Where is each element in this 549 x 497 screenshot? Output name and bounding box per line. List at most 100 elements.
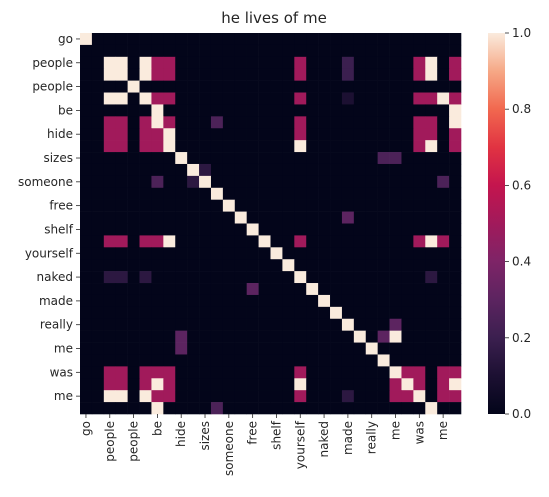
heatmap-cell — [449, 211, 462, 224]
heatmap-cell — [377, 175, 390, 189]
heatmap-cell — [91, 366, 105, 379]
heatmap-cell — [80, 271, 93, 284]
heatmap-cell — [306, 116, 319, 129]
heatmap-cell — [330, 175, 343, 189]
heatmap-cell — [437, 128, 450, 141]
heatmap-cell — [413, 342, 426, 355]
x-tick-label: free — [246, 421, 260, 445]
heatmap-cell — [163, 68, 176, 81]
heatmap-cell — [258, 354, 271, 367]
heatmap-cell — [246, 33, 259, 46]
heatmap-cell — [413, 128, 426, 141]
heatmap-cell — [80, 283, 93, 296]
heatmap-cell — [341, 140, 355, 153]
heatmap-cell — [139, 366, 152, 379]
heatmap-cell — [151, 259, 164, 272]
heatmap-cell — [437, 366, 450, 379]
heatmap-cell — [437, 152, 450, 165]
heatmap-cell — [139, 211, 152, 224]
heatmap-cell — [199, 152, 212, 165]
heatmap-cell — [187, 56, 200, 70]
heatmap-cell — [318, 211, 331, 224]
y-tick-label: be — [58, 103, 73, 117]
heatmap-cell — [163, 56, 176, 70]
heatmap-cell — [91, 33, 105, 46]
y-tick-label: me — [54, 342, 73, 356]
heatmap-cell — [139, 199, 152, 212]
heatmap-cell — [163, 366, 176, 379]
heatmap-cell — [115, 306, 128, 320]
heatmap-cell — [139, 163, 152, 177]
heatmap-cell — [449, 104, 462, 117]
heatmap-cell — [341, 44, 355, 58]
heatmap-cell — [246, 402, 259, 415]
heatmap-cell — [127, 378, 140, 391]
heatmap-cell — [318, 390, 331, 403]
heatmap-cell — [80, 92, 93, 105]
heatmap-cell — [151, 128, 164, 141]
heatmap-cell — [341, 390, 355, 403]
heatmap-cell — [222, 354, 236, 367]
heatmap-cell — [210, 390, 224, 403]
heatmap-cell — [389, 366, 402, 379]
heatmap-cell — [258, 211, 271, 224]
heatmap-cell — [151, 175, 164, 189]
heatmap-cell — [341, 306, 355, 320]
heatmap-cell — [151, 56, 164, 70]
heatmap-cell — [306, 152, 319, 165]
heatmap-cell — [139, 56, 152, 70]
heatmap-cell — [258, 92, 271, 105]
heatmap-cell — [389, 223, 402, 236]
heatmap-cell — [246, 92, 259, 105]
heatmap-cell — [401, 306, 414, 320]
heatmap-cell — [437, 330, 450, 343]
heatmap-cell — [306, 211, 319, 224]
heatmap-cell — [353, 68, 367, 81]
heatmap-cell — [449, 259, 462, 272]
heatmap-cell — [175, 259, 188, 272]
heatmap-cell — [353, 187, 367, 200]
heatmap-cell — [449, 271, 462, 284]
heatmap-cell — [246, 294, 259, 308]
colorbar-ticks: 0.0 0.2 0.4 0.6 0.8 1.0 — [505, 26, 531, 421]
heatmap-cell — [389, 140, 402, 153]
heatmap-cell — [306, 390, 319, 403]
heatmap-cell — [306, 271, 319, 284]
heatmap-cell — [377, 318, 390, 331]
heatmap-cell — [222, 318, 236, 331]
heatmap-cell — [389, 175, 402, 189]
heatmap-cell — [91, 378, 105, 391]
heatmap-cell — [222, 56, 236, 70]
heatmap-cell — [80, 378, 93, 391]
heatmap-cell — [449, 80, 462, 93]
heatmap-cell — [270, 223, 283, 236]
heatmap-cell — [139, 44, 152, 58]
heatmap-cell — [294, 33, 307, 46]
heatmap-cell — [163, 247, 176, 260]
heatmap-cell — [115, 402, 128, 415]
heatmap-cell — [389, 294, 402, 308]
heatmap-cell — [246, 247, 259, 260]
heatmap-cell — [353, 44, 367, 58]
heatmap-cell — [163, 223, 176, 236]
heatmap-cell — [222, 390, 236, 403]
heatmap-cell — [437, 294, 450, 308]
heatmap-cell — [234, 33, 247, 46]
heatmap-cell — [353, 80, 367, 93]
heatmap-cell — [365, 68, 378, 81]
heatmap-cell — [127, 56, 140, 70]
heatmap-cell — [234, 56, 247, 70]
heatmap-cell — [187, 211, 200, 224]
heatmap-cell — [199, 283, 212, 296]
heatmap-cell — [282, 390, 295, 403]
heatmap-cell — [449, 390, 462, 403]
heatmap-cell — [210, 354, 224, 367]
heatmap-cell — [115, 104, 128, 117]
heatmap-cell — [282, 44, 295, 58]
heatmap-cell — [103, 211, 117, 224]
heatmap-cell — [80, 116, 93, 129]
heatmap-cell — [401, 294, 414, 308]
heatmap-cell — [270, 378, 283, 391]
heatmap-cell — [246, 104, 259, 117]
